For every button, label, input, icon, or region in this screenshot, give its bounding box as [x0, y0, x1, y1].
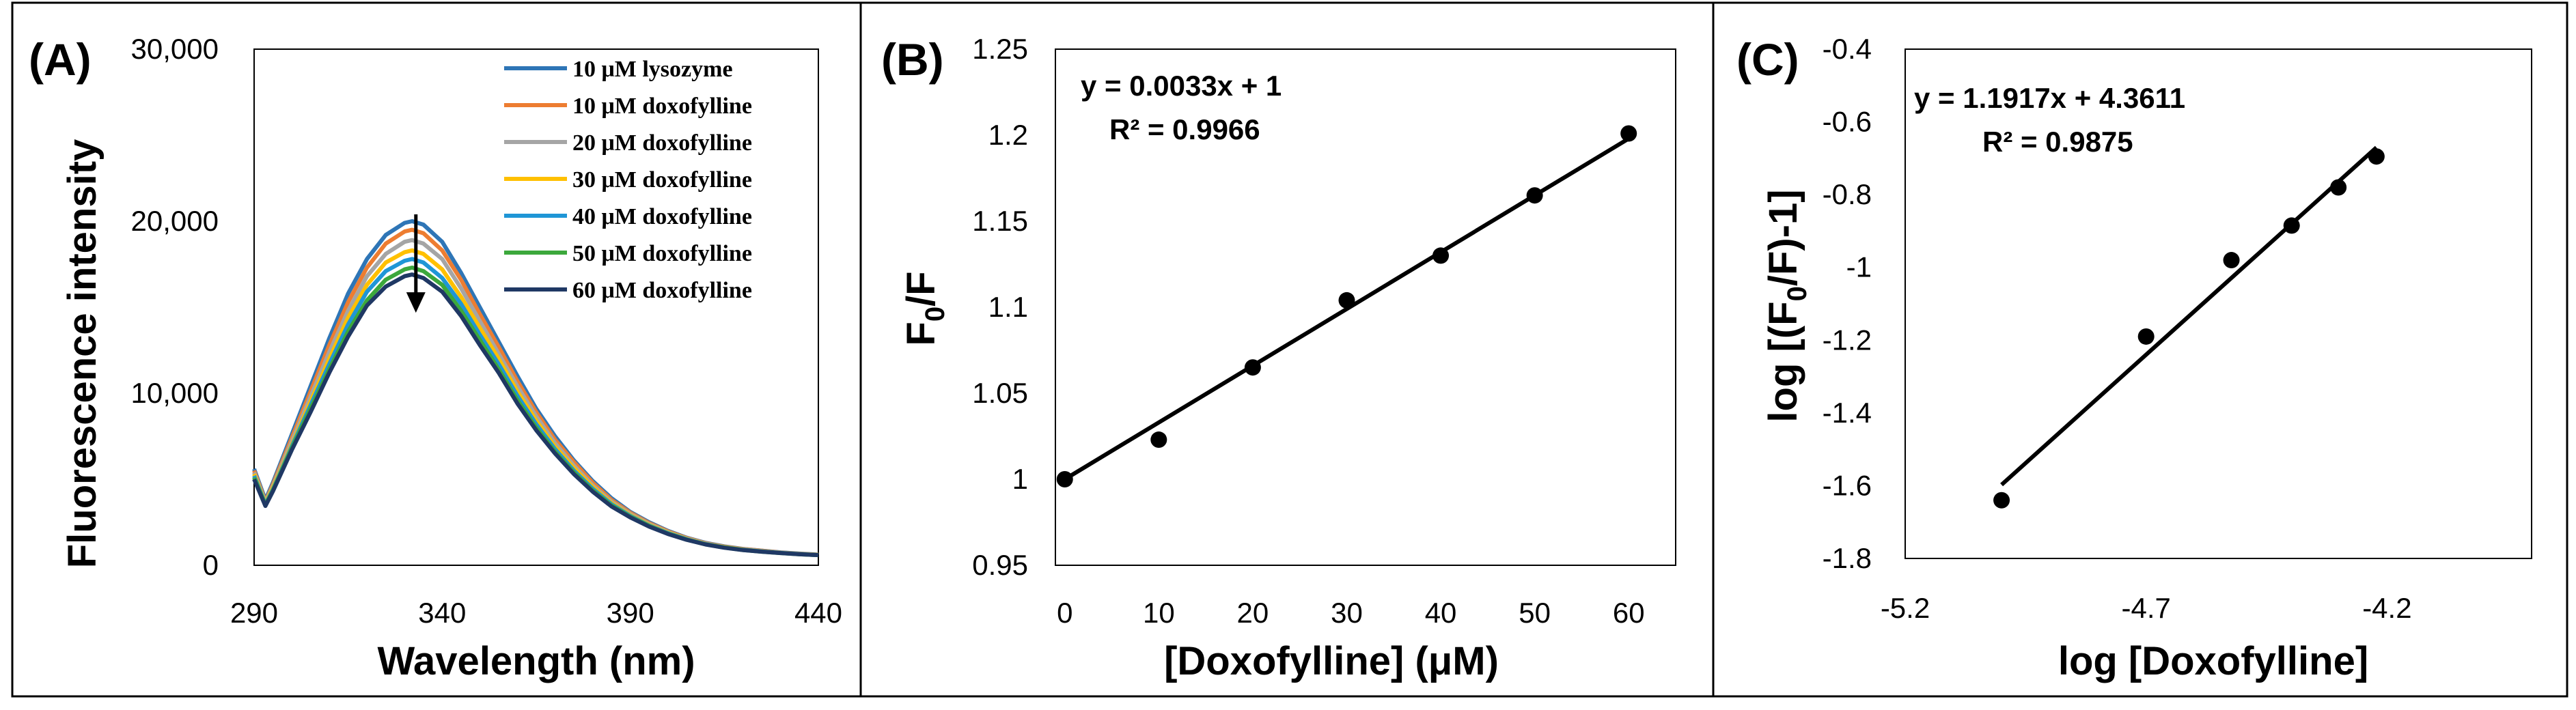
panel-a-x-ticks: 290 340 390 440 — [230, 597, 842, 629]
b-x-tick-label: 20 — [1237, 597, 1269, 629]
arrow-head — [406, 292, 426, 313]
panel-a-label: (A) — [29, 34, 92, 85]
c-x-tick-label: -4.7 — [2122, 592, 2171, 624]
a-x-tick-label: 390 — [607, 597, 654, 629]
panel-a-y-ticks: 0 10,000 20,000 30,000 — [131, 33, 219, 581]
panel-c-plot-area — [1905, 48, 2532, 559]
c-data-point — [1993, 492, 2010, 509]
legend-label-6: 50 μM doxofylline — [572, 241, 752, 266]
b-y-tick-label: 1.2 — [988, 119, 1028, 151]
panel-c-fit — [2000, 145, 2378, 487]
panel-b: (B) F0/F [Doxofylline] (μM) y = 0.0033x … — [881, 33, 1676, 683]
panel-b-equation: y = 0.0033x + 1 — [1081, 70, 1282, 102]
panel-b-plot-area — [1055, 48, 1676, 566]
panel-b-y-axis-title: F0/F — [899, 271, 950, 345]
b-y-tick-label: 1.1 — [988, 291, 1028, 323]
legend-label-7: 60 μM doxofylline — [572, 278, 752, 303]
series-line-1 — [252, 219, 819, 557]
b-x-tick-label: 50 — [1519, 597, 1551, 629]
b-y-tick-label: 0.95 — [972, 549, 1028, 581]
panel-b-label: (B) — [881, 34, 944, 85]
panel-a-legend: 10 μM lysozyme 10 μM doxofylline 20 μM dox… — [504, 57, 752, 303]
b-y-tick-label: 1.25 — [972, 33, 1028, 65]
b-data-point — [1244, 359, 1261, 376]
b-data-point — [1150, 431, 1167, 449]
b-y-tick-label: 1.05 — [972, 377, 1028, 409]
b-data-point — [1620, 125, 1637, 142]
panel-b-r2: R² = 0.9966 — [1109, 113, 1260, 145]
c-data-point — [2283, 217, 2300, 234]
c-data-point — [2330, 179, 2347, 196]
c-data-point — [2137, 328, 2155, 345]
panel-a-x-axis-title: Wavelength (nm) — [377, 639, 695, 683]
panel-c-r2: R² = 0.9875 — [1982, 126, 2133, 158]
b-data-point — [1432, 247, 1450, 264]
legend-label-5: 40 μM doxofylline — [572, 204, 752, 229]
b-y-tick-label: 1.15 — [972, 205, 1028, 237]
quenching-arrow — [406, 214, 426, 313]
b-trendline — [1064, 137, 1630, 481]
panel-b-x-axis-title: [Doxofylline] (μM) — [1164, 639, 1499, 683]
c-y-tick-label: -0.4 — [1823, 33, 1872, 65]
panel-b-points — [1056, 125, 1637, 487]
c-trendline — [2000, 145, 2378, 487]
panel-c: (C) log [(F0/F)-1] log [Doxofylline] y =… — [1736, 33, 2532, 683]
c-y-tick-label: -1.6 — [1823, 469, 1872, 501]
legend-label-4: 30 μM doxofylline — [572, 167, 752, 193]
b-data-point — [1526, 187, 1543, 204]
c-y-tick-label: -0.6 — [1823, 106, 1872, 138]
a-y-tick-label: 0 — [203, 549, 219, 581]
a-y-tick-label: 30,000 — [131, 33, 219, 65]
panel-b-y-ticks: 0.95 1 1.05 1.1 1.15 1.2 1.25 — [972, 33, 1028, 581]
panel-c-y-axis-title: log [(F0/F)-1] — [1761, 189, 1812, 422]
c-y-tick-label: -0.8 — [1823, 178, 1872, 210]
panel-b-x-ticks: 0 10 20 30 40 50 60 — [1057, 597, 1644, 629]
a-x-tick-label: 290 — [230, 597, 278, 629]
panel-a-series — [252, 219, 819, 558]
series-line-7 — [252, 272, 819, 558]
c-data-point — [2223, 252, 2240, 269]
panel-c-x-ticks: -5.2 -4.7 -4.2 — [1881, 592, 2412, 624]
c-y-tick-label: -1.4 — [1823, 397, 1872, 429]
c-x-tick-label: -4.2 — [2362, 592, 2411, 624]
b-data-point — [1338, 292, 1355, 309]
panel-c-equation: y = 1.1917x + 4.3611 — [1914, 82, 2185, 114]
b-x-tick-label: 30 — [1331, 597, 1363, 629]
c-data-point — [2368, 148, 2385, 165]
panel-a: (A) Fluorescence intensity Wavelength (n… — [29, 33, 842, 683]
c-x-tick-label: -5.2 — [1881, 592, 1930, 624]
a-x-tick-label: 340 — [418, 597, 466, 629]
panel-c-x-axis-title: log [Doxofylline] — [2058, 639, 2368, 683]
panel-a-y-axis-title: Fluorescence intensity — [60, 139, 105, 569]
legend-label-2: 10 μM doxofylline — [572, 94, 752, 119]
panel-c-points — [1993, 148, 2385, 509]
c-y-tick-label: -1 — [1846, 251, 1872, 283]
c-y-tick-label: -1.8 — [1823, 542, 1872, 574]
legend-label-3: 20 μM doxofylline — [572, 130, 752, 156]
b-x-tick-label: 0 — [1057, 597, 1072, 629]
panel-a-plot-area — [253, 48, 819, 566]
figure-frame — [11, 1, 2568, 698]
b-x-tick-label: 40 — [1425, 597, 1457, 629]
panel-c-y-ticks: -1.8 -1.6 -1.4 -1.2 -1 -0.8 -0.6 -0.4 — [1823, 33, 1872, 574]
b-x-tick-label: 10 — [1143, 597, 1175, 629]
b-data-point — [1056, 471, 1073, 487]
b-y-tick-label: 1 — [1012, 463, 1028, 495]
a-y-tick-label: 10,000 — [131, 377, 219, 409]
a-y-tick-label: 20,000 — [131, 205, 219, 237]
legend-label-1: 10 μM lysozyme — [572, 57, 733, 82]
a-x-tick-label: 440 — [794, 597, 842, 629]
panel-b-fit — [1064, 137, 1630, 481]
c-y-tick-label: -1.2 — [1823, 324, 1872, 356]
b-x-tick-label: 60 — [1613, 597, 1645, 629]
panel-c-label: (C) — [1736, 34, 1799, 85]
